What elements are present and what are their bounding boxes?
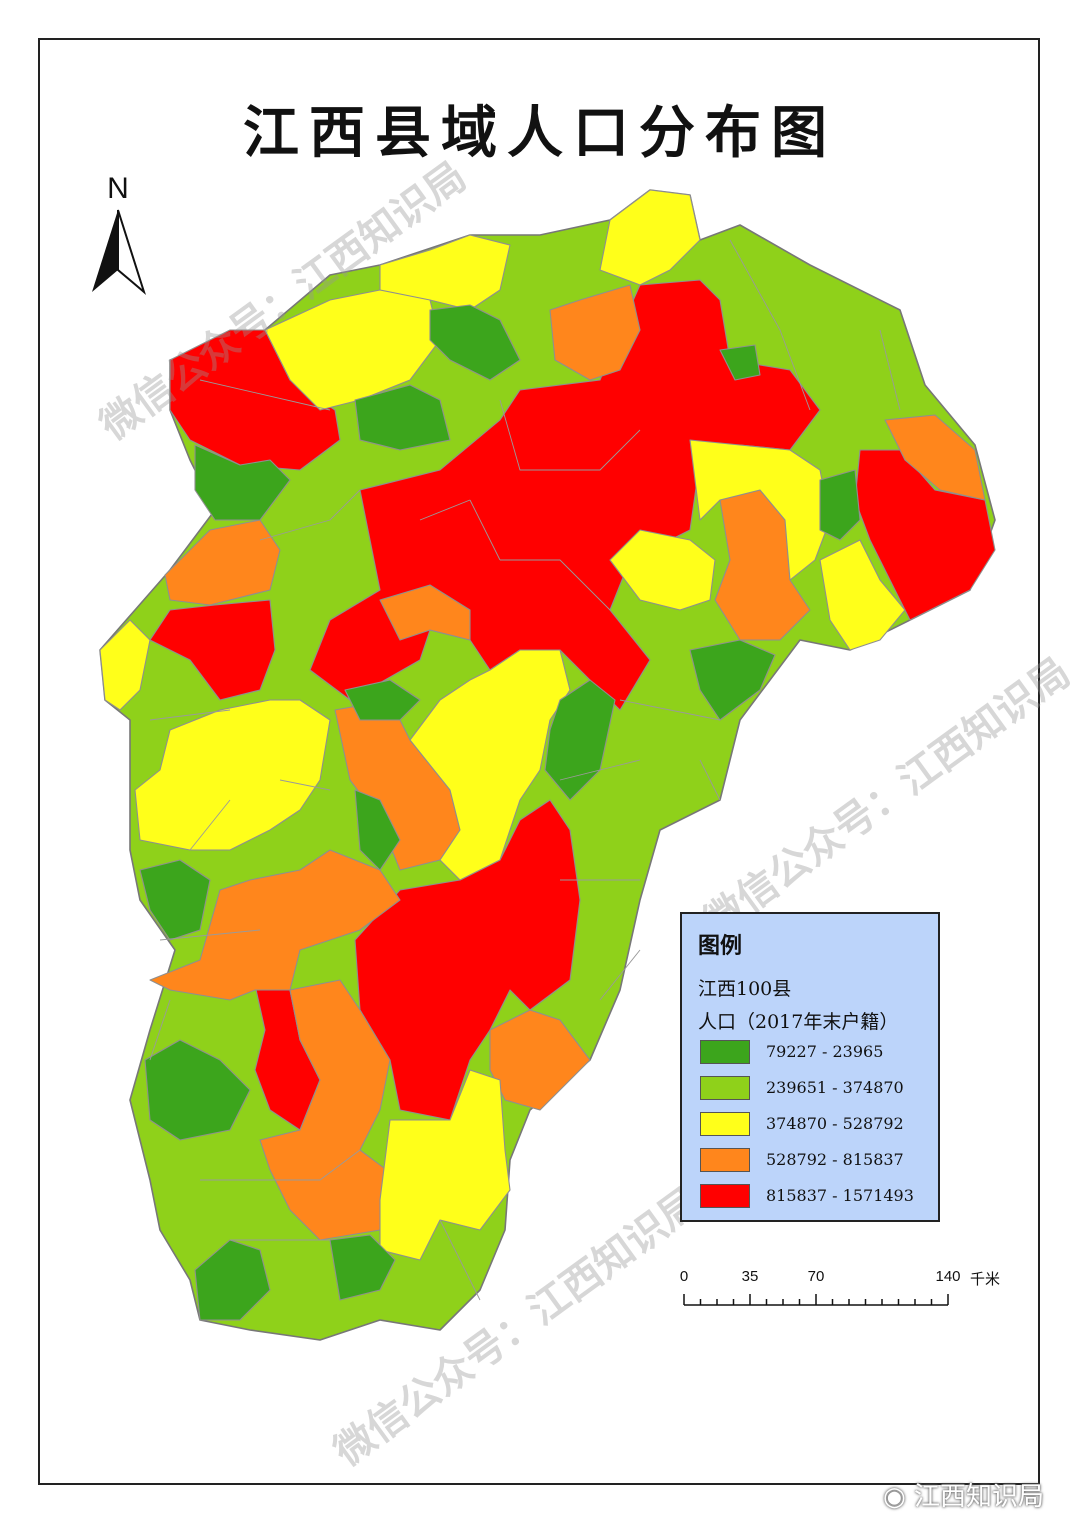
- corner-mark-text: 江西知识局: [913, 1482, 1044, 1512]
- scale-unit: 千米: [970, 1271, 1001, 1288]
- scale-tick-label: 0: [679, 1268, 689, 1285]
- legend-item: 374870 - 528792: [700, 1112, 930, 1136]
- legend-swatch: [700, 1148, 750, 1172]
- legend-field-name: 人口（2017年末户籍）: [698, 1011, 899, 1033]
- legend-layer-name: 江西100县: [698, 978, 792, 1000]
- legend-swatch: [700, 1040, 750, 1064]
- legend-item: 79227 - 23965: [700, 1040, 930, 1064]
- legend-range-label: 374870 - 528792: [766, 1114, 904, 1133]
- legend-range-label: 815837 - 1571493: [766, 1186, 914, 1205]
- scale-bar: 千米 0 35 70 140: [670, 1268, 1000, 1318]
- legend-item: 528792 - 815837: [700, 1148, 930, 1172]
- legend-title: 图例: [698, 933, 743, 959]
- legend-swatch: [700, 1076, 750, 1100]
- map-title: 江西县域人口分布图: [243, 100, 837, 166]
- corner-mark: ◉ 江西知识局: [883, 1476, 1044, 1513]
- legend: 图例 江西100县 人口（2017年末户籍） 79227 - 23965 2396…: [680, 912, 940, 1222]
- legend-item: 239651 - 374870: [700, 1076, 930, 1100]
- legend-range-label: 528792 - 815837: [766, 1150, 904, 1169]
- scale-tick-label: 70: [807, 1268, 825, 1285]
- legend-range-label: 239651 - 374870: [766, 1078, 904, 1097]
- scale-tick-label: 35: [741, 1268, 759, 1285]
- scale-ruler: [683, 1294, 949, 1306]
- north-arrow: N: [88, 172, 148, 302]
- north-arrow-label: N: [107, 172, 129, 205]
- legend-swatch: [700, 1184, 750, 1208]
- scale-tick-label: 140: [935, 1268, 961, 1285]
- north-arrow-icon: [92, 209, 147, 296]
- legend-range-label: 79227 - 23965: [766, 1042, 884, 1061]
- legend-swatch: [700, 1112, 750, 1136]
- legend-item: 815837 - 1571493: [700, 1184, 930, 1208]
- wechat-icon: ◉: [883, 1482, 914, 1512]
